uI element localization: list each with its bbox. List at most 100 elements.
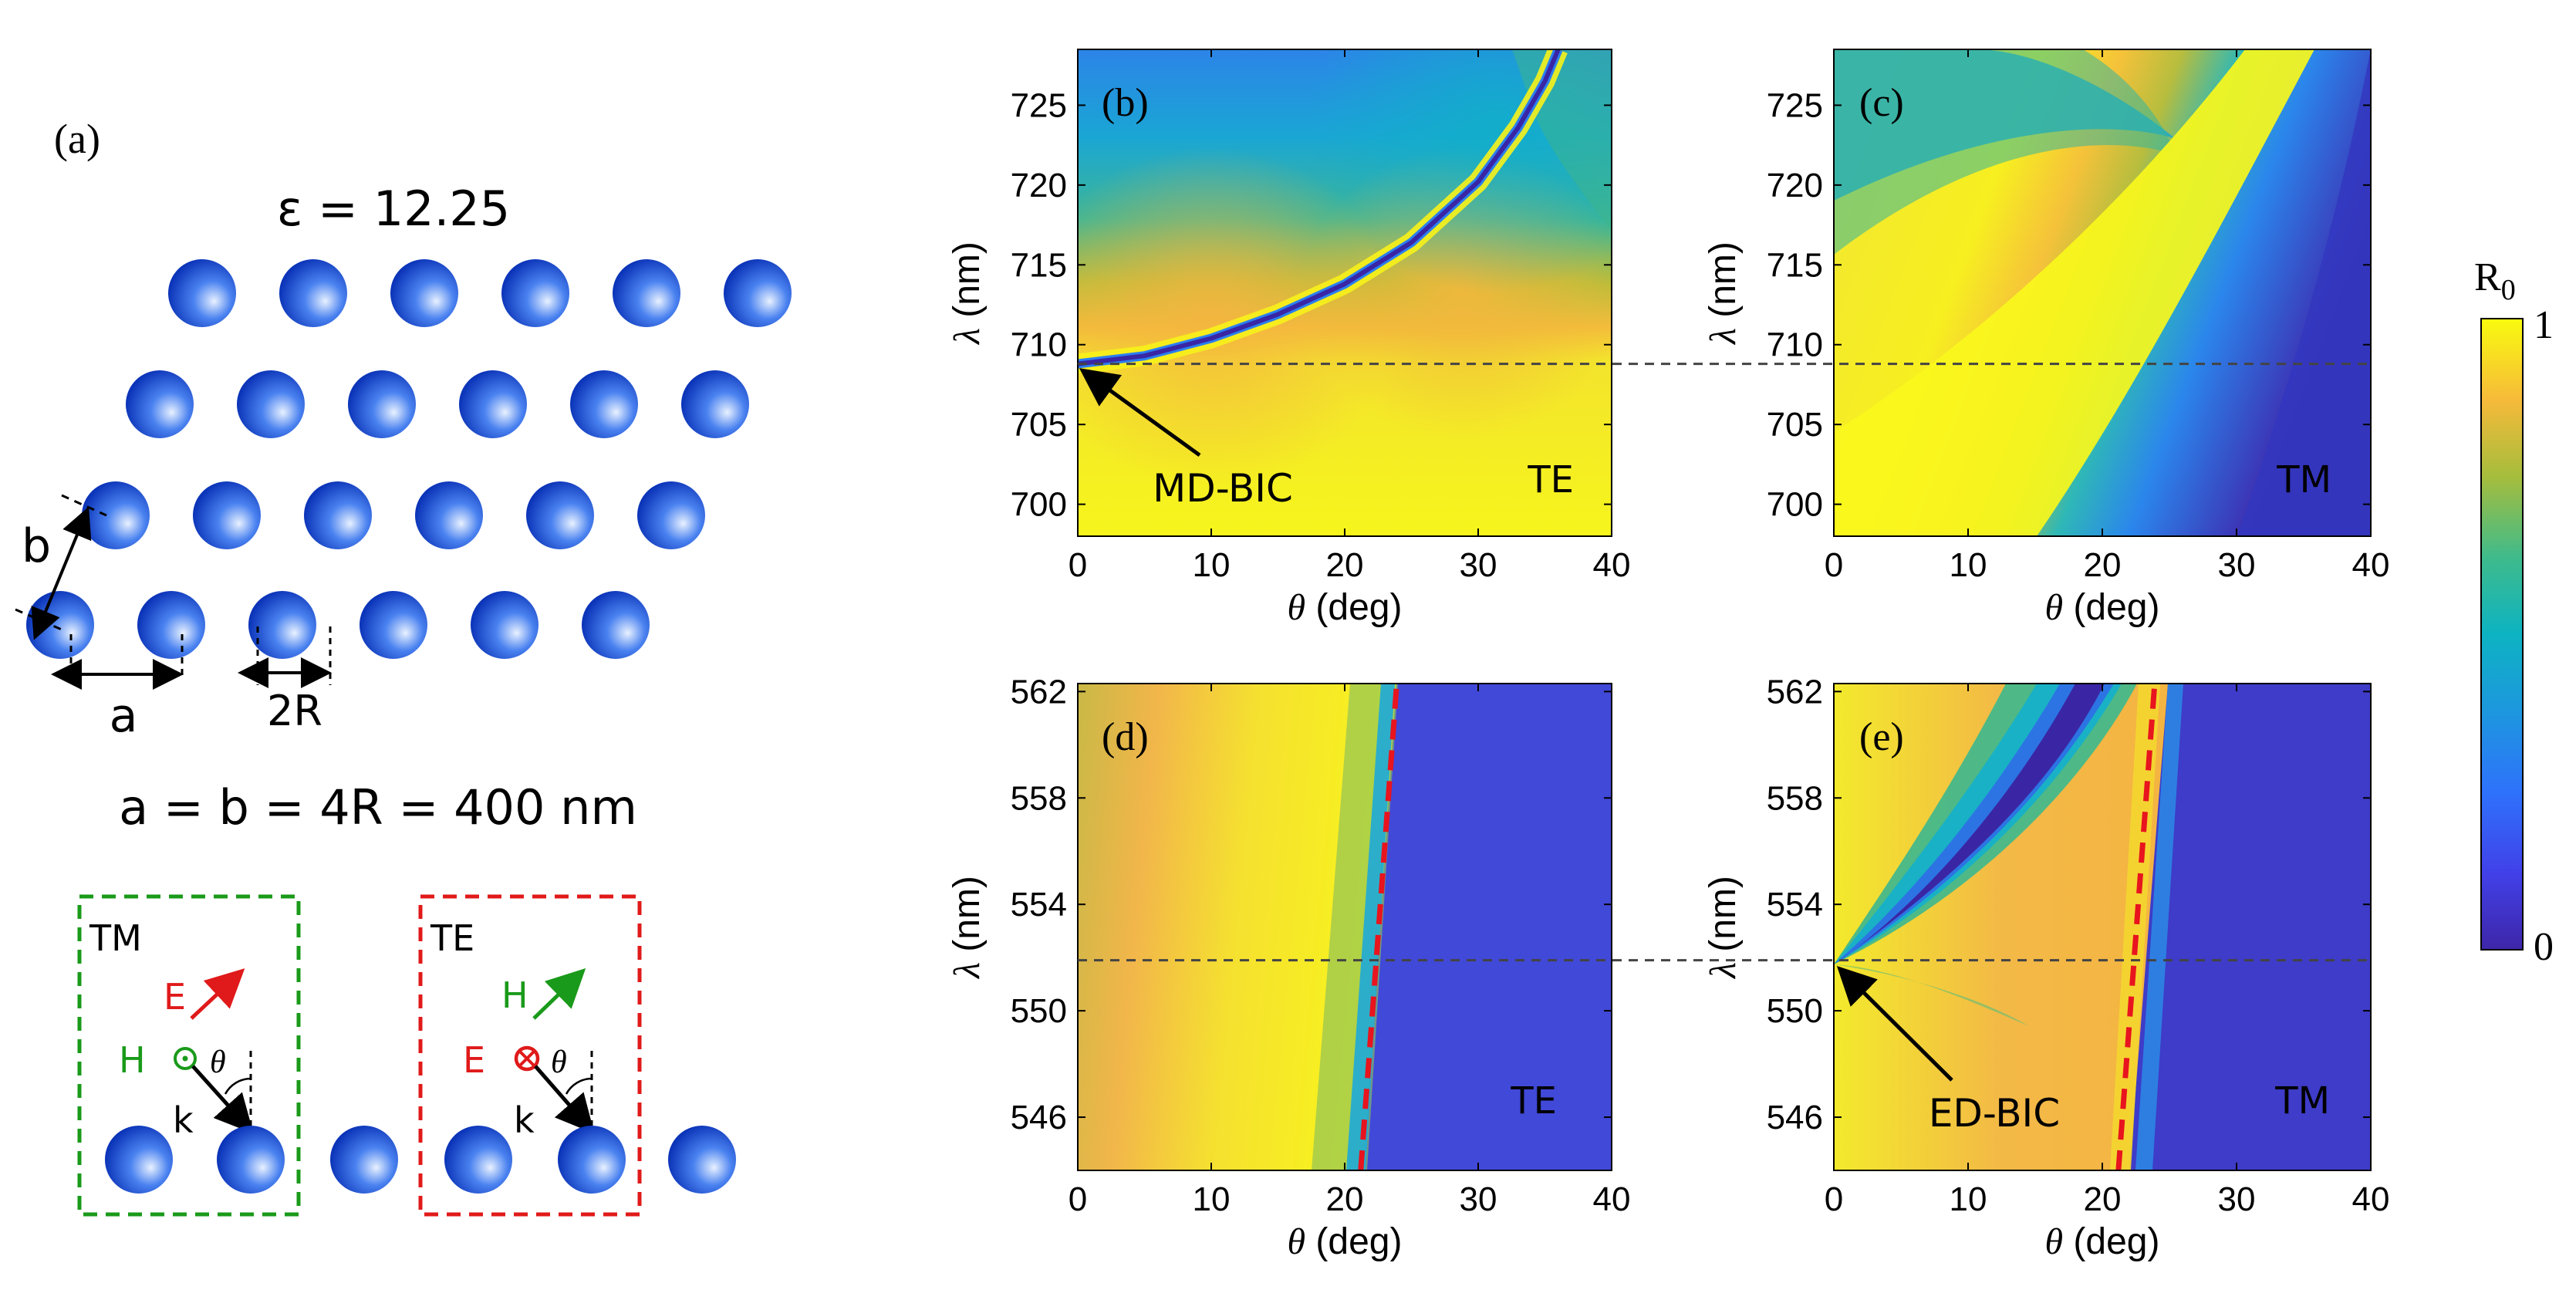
heatmap-e-dark-fan <box>1834 684 2105 964</box>
y-tick-label: 715 <box>1011 246 1067 284</box>
y-tick-label: 720 <box>1767 167 1823 204</box>
axes-b: 0 10 20 30 40 700 705 710 715 720 725 θ (deg) λ (nm) <box>947 49 1630 628</box>
x-axis-label: θ (deg) <box>1288 1221 1403 1262</box>
panel-label-d: (d) <box>1102 715 1149 759</box>
heatmap-e-right-teal <box>2135 684 2183 1170</box>
y-tick-label: 710 <box>1011 326 1067 364</box>
sphere <box>570 370 638 438</box>
sphere <box>348 370 416 438</box>
x-tick-label: 30 <box>1460 546 1497 584</box>
te-h-arrow <box>532 968 586 1020</box>
panel-label-a: (a) <box>54 116 100 162</box>
brewster-line-e <box>2115 684 2158 1170</box>
lattice-schematic: (a) ε = 12.25 b a 2R a = b = 4R = 400 nm… <box>15 116 792 1217</box>
y-tick-label: 705 <box>1767 406 1823 444</box>
y-tick-label: 550 <box>1011 992 1067 1030</box>
y-tick-label: 700 <box>1011 486 1067 524</box>
tm-angle-arc <box>224 1077 252 1095</box>
te-theta-label: θ <box>551 1045 567 1080</box>
sphere <box>237 370 305 438</box>
x-axis-label: θ (deg) <box>2045 587 2160 628</box>
sphere <box>501 259 569 327</box>
te-angle-arc <box>565 1077 593 1095</box>
polarization-label-e: TM <box>2274 1079 2330 1123</box>
panel-label-c: (c) <box>1859 81 1904 125</box>
te-e-cross-2 <box>518 1049 536 1068</box>
x-tick-label: 0 <box>1825 546 1843 584</box>
y-axis-label: λ (nm) <box>1703 241 1744 346</box>
y-tick-label: 725 <box>1767 86 1823 124</box>
y-tick-label: 558 <box>1767 779 1823 817</box>
sphere <box>637 481 705 549</box>
sphere <box>444 1126 512 1194</box>
sphere <box>360 591 427 659</box>
md-bic-label: MD-BIC <box>1153 466 1293 511</box>
sphere <box>724 259 792 327</box>
ed-bic-arrow <box>1836 965 1953 1082</box>
tm-box-title: TM <box>89 917 142 959</box>
heatmap-c-yellow-band <box>1834 49 2314 536</box>
sphere <box>613 259 680 327</box>
heatmap-c-teal-band <box>1834 49 2176 255</box>
epsilon-label: ε = 12.25 <box>277 181 510 237</box>
sphere <box>471 591 538 659</box>
sphere <box>304 481 372 549</box>
x-axis-label: θ (deg) <box>1288 587 1403 628</box>
resonance-dip-b <box>1078 49 1561 366</box>
y-tick-label: 562 <box>1767 673 1823 711</box>
sphere <box>26 591 94 659</box>
x-tick-label: 20 <box>2084 546 2122 584</box>
tm-e-label: E <box>164 976 186 1018</box>
polarization-label-b: TE <box>1527 458 1574 501</box>
bottom-sphere-row <box>105 1126 736 1194</box>
y-axis-label: λ (nm) <box>947 876 988 980</box>
panel-d: 0 10 20 30 40 546 550 554 558 562 θ (deg) λ (nm) (d… <box>947 673 1630 1262</box>
sphere <box>168 259 236 327</box>
sphere <box>330 1126 398 1194</box>
x-tick-label: 10 <box>1950 1180 1987 1218</box>
axes-c: 0 10 20 30 40 700 705 710 715 720 725 θ (deg) λ (nm) <box>1703 49 2389 628</box>
sphere <box>558 1126 626 1194</box>
brewster-line-d <box>1358 684 1399 1170</box>
y-axis-label: λ (nm) <box>947 241 988 346</box>
y-tick-label: 720 <box>1011 167 1067 204</box>
x-tick-label: 40 <box>1593 546 1631 584</box>
te-e-into-plane-icon <box>514 1045 540 1072</box>
sphere <box>105 1126 173 1194</box>
panel-label-e: (e) <box>1859 715 1904 759</box>
sphere-lattice <box>26 259 792 659</box>
x-tick-label: 0 <box>1825 1180 1843 1218</box>
x-tick-label: 40 <box>2352 1180 2390 1218</box>
tm-h-label: H <box>119 1039 146 1081</box>
x-tick-label: 30 <box>2218 1180 2256 1218</box>
sphere <box>126 370 194 438</box>
heatmap-e-left-region <box>1834 684 2168 1170</box>
label-2r: 2R <box>267 687 322 735</box>
tm-h-dot <box>182 1055 188 1062</box>
lattice-relation: a = b = 4R = 400 nm <box>119 779 637 836</box>
x-axis-label: θ (deg) <box>2045 1221 2160 1262</box>
y-tick-label: 546 <box>1767 1099 1823 1136</box>
y-tick-label: 558 <box>1011 779 1067 817</box>
y-tick-label: 705 <box>1011 406 1067 444</box>
te-k-label: k <box>514 1099 535 1141</box>
x-tick-label: 30 <box>1460 1180 1497 1218</box>
colorbar-gradient <box>2480 318 2524 951</box>
y-tick-label: 554 <box>1767 886 1823 924</box>
sphere <box>217 1126 285 1194</box>
y-tick-label: 700 <box>1767 486 1823 524</box>
y-tick-label: 554 <box>1011 886 1067 924</box>
x-tick-label: 10 <box>1950 546 1987 584</box>
sphere <box>459 370 527 438</box>
x-tick-label: 0 <box>1069 1180 1087 1218</box>
b-vector-arrow <box>31 506 92 640</box>
sphere <box>279 259 347 327</box>
te-k-arrow <box>534 1065 595 1134</box>
sphere <box>668 1126 736 1194</box>
heatmap-d-teal-edge <box>1346 684 1395 1170</box>
sphere <box>390 259 458 327</box>
sphere <box>681 370 749 438</box>
y-axis-label: λ (nm) <box>1703 876 1744 980</box>
x-tick-label: 10 <box>1193 1180 1231 1218</box>
